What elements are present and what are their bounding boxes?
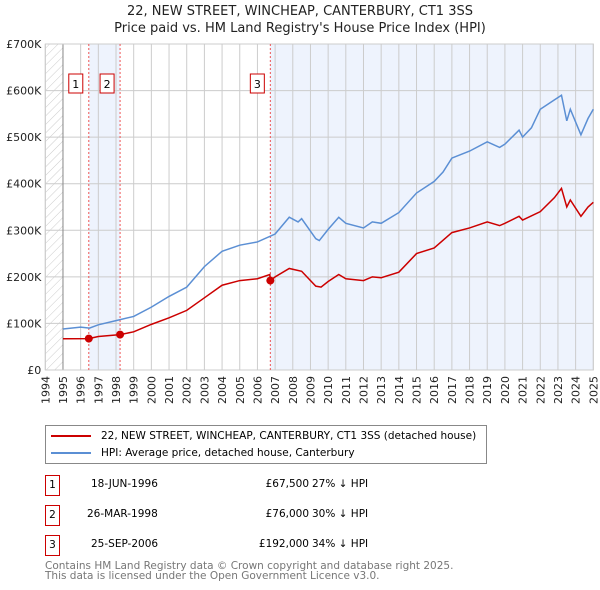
x-tick-label: 2019: [481, 376, 494, 404]
x-tick-label: 2002: [181, 376, 194, 404]
x-tick-label: 2016: [428, 376, 441, 404]
sale-date: 18-JUN-1996: [91, 478, 158, 490]
footer: Contains HM Land Registry data © Crown c…: [45, 560, 454, 582]
x-tick-label: 2014: [393, 376, 406, 404]
sale-label-box: [68, 73, 84, 94]
y-tick-label: £200K: [6, 271, 42, 284]
y-tick-label: £0: [27, 364, 41, 377]
x-tick-label: 2000: [145, 376, 158, 404]
sale-number: 3: [45, 535, 60, 556]
legend-label: HPI: Average price, detached house, Cant…: [101, 447, 355, 459]
sale-label: 1: [72, 78, 79, 91]
x-tick-label: 2010: [322, 376, 335, 404]
x-tick-label: 2012: [357, 376, 370, 404]
x-tick-label: 2004: [216, 376, 229, 404]
legend-swatch-blue: [51, 452, 91, 454]
x-tick-label: 2013: [375, 376, 388, 404]
footer-line: This data is licensed under the Open Gov…: [45, 570, 380, 582]
sale-date: 26-MAR-1998: [87, 508, 158, 520]
x-tick-label: 2021: [517, 376, 530, 404]
sale-label: 2: [104, 78, 111, 91]
sale-price: £76,000: [265, 508, 309, 520]
sale-number: 2: [45, 505, 60, 526]
x-tick-label: 2009: [304, 376, 317, 404]
x-tick-label: 1998: [110, 376, 123, 404]
x-tick-label: 1995: [57, 376, 70, 404]
y-tick-label: £400K: [6, 178, 42, 191]
x-tick-label: 1997: [92, 376, 105, 404]
x-tick-label: 2017: [446, 376, 459, 404]
x-tick-label: 2003: [198, 376, 211, 404]
x-tick-label: 2024: [570, 376, 583, 404]
shaded-band: [88, 44, 121, 370]
legend-item-hpi: HPI: Average price, detached house, Cant…: [46, 445, 355, 461]
y-tick-label: £500K: [6, 131, 42, 144]
legend: 22, NEW STREET, WINCHEAP, CANTERBURY, CT…: [45, 425, 487, 464]
sale-hpi-diff: 34% ↓ HPI: [312, 538, 369, 550]
legend-swatch-red: [51, 435, 91, 437]
sale-label: 3: [254, 78, 261, 91]
sale-row: 2 26-MAR-1998 £76,000 30% ↓ HPI: [45, 505, 485, 526]
x-tick-label: 2008: [287, 376, 300, 404]
property-price-line: [62, 186, 594, 340]
x-tick-label: 2015: [411, 376, 424, 404]
sale-row: 1 18-JUN-1996 £67,500 27% ↓ HPI: [45, 475, 485, 496]
hatched-region: [45, 44, 63, 370]
y-tick-label: £700K: [6, 38, 42, 51]
x-tick-label: 1994: [39, 376, 52, 404]
sale-point: [116, 330, 125, 339]
sale-label-box: [99, 73, 115, 94]
chart-title: 22, NEW STREET, WINCHEAP, CANTERBURY, CT…: [127, 4, 473, 19]
plot-border: [44, 43, 594, 371]
y-tick-label: £600K: [6, 85, 42, 98]
x-tick-label: 2006: [251, 376, 264, 404]
legend-item-property: 22, NEW STREET, WINCHEAP, CANTERBURY, CT…: [46, 428, 476, 444]
sale-label-box: [249, 73, 265, 94]
sale-hpi-diff: 27% ↓ HPI: [312, 478, 369, 490]
footer-line: Contains HM Land Registry data © Crown c…: [45, 560, 454, 572]
x-tick-label: 2025: [587, 376, 600, 404]
x-tick-label: 2001: [163, 376, 176, 404]
sale-date: 25-SEP-2006: [91, 538, 159, 550]
chart-subtitle: Price paid vs. HM Land Registry's House …: [114, 21, 486, 36]
x-tick-label: 1999: [128, 376, 141, 404]
shaded-band: [270, 44, 594, 370]
sale-point: [266, 276, 275, 285]
x-tick-label: 2020: [499, 376, 512, 404]
price-chart: 1994 1995 1996 1997 1998 1999 2000 2001 2002 2003…: [6, 38, 600, 404]
legend-label: 22, NEW STREET, WINCHEAP, CANTERBURY, CT…: [101, 430, 477, 442]
x-tick-label: 2007: [269, 376, 282, 404]
y-tick-label: £100K: [6, 317, 42, 330]
x-tick-label: 1996: [75, 376, 88, 404]
hpi-line: [62, 93, 594, 330]
sale-row: 3 25-SEP-2006 £192,000 34% ↓ HPI: [45, 535, 485, 556]
x-tick-label: 2022: [534, 376, 547, 404]
y-tick-label: £300K: [6, 224, 42, 237]
sale-number: 1: [45, 475, 60, 496]
sale-price: £67,500: [265, 478, 309, 490]
x-tick-label: 2011: [340, 376, 353, 404]
x-tick-label: 2005: [234, 376, 247, 404]
sale-price: £192,000: [258, 538, 309, 550]
sale-hpi-diff: 30% ↓ HPI: [312, 508, 369, 520]
sale-point: [84, 334, 93, 343]
x-tick-label: 2018: [464, 376, 477, 404]
x-tick-label: 2023: [552, 376, 565, 404]
